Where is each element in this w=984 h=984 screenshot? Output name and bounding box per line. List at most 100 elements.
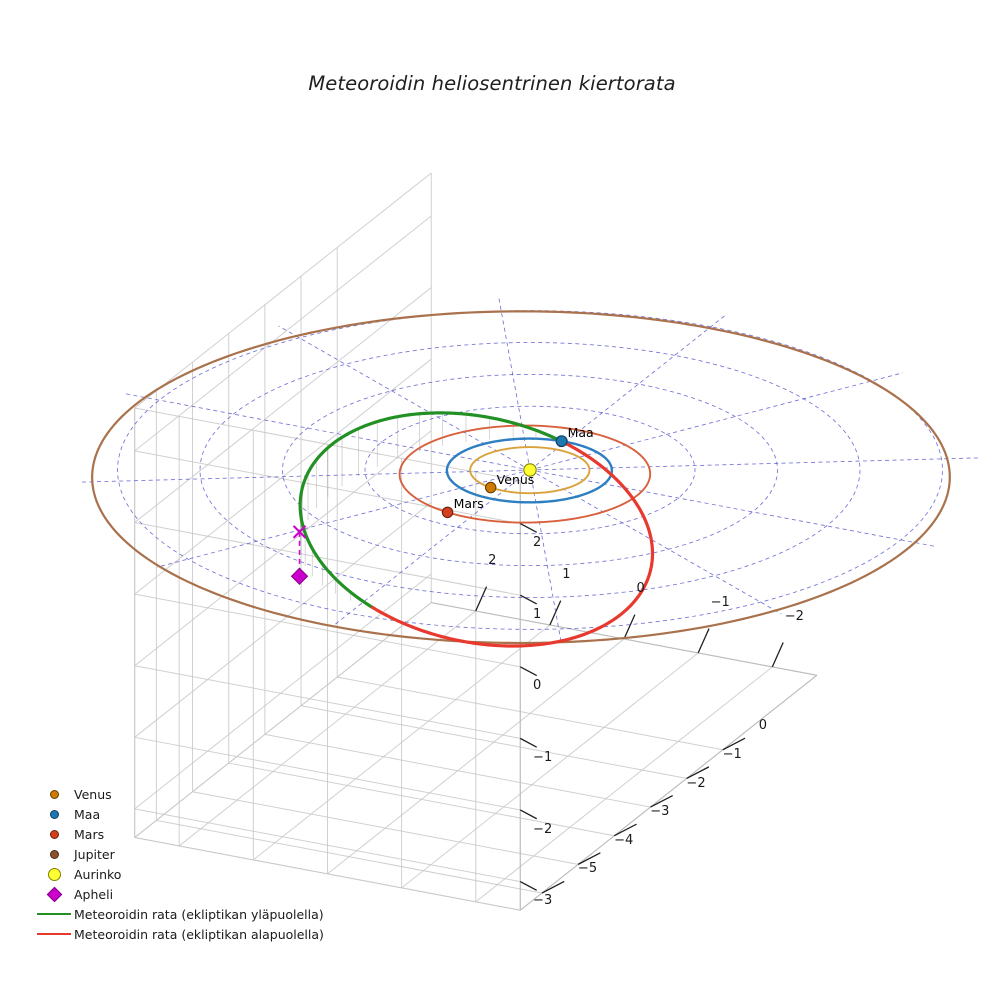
axis-tick <box>519 881 538 891</box>
grid-line <box>519 674 818 911</box>
planet-marker-mars <box>441 506 454 519</box>
legend-item[interactable]: Jupiter <box>34 844 324 864</box>
axis-tick <box>771 642 784 668</box>
chart-title: Meteoroidin heliosentrinen kiertorata <box>308 72 676 95</box>
grid-line <box>475 666 773 903</box>
grid-line <box>134 665 521 739</box>
aphelion-x-icon <box>292 525 307 539</box>
grid-line <box>134 593 521 668</box>
legend-item-label: Maa <box>74 806 101 822</box>
ytick-label: −1 <box>710 594 730 610</box>
polar-spoke <box>157 469 531 568</box>
legend-item-label: Venus <box>74 786 112 802</box>
legend-item-label: Mars <box>74 826 105 842</box>
polar-spoke <box>529 313 728 471</box>
legend-item[interactable]: Meteoroidin rata (ekliptikan yläpuolella… <box>34 904 324 924</box>
ztick-label: −3 <box>533 893 553 909</box>
ytick-label: 2 <box>488 553 497 568</box>
axis-tick <box>549 600 562 626</box>
grid-line <box>134 808 521 883</box>
polar-spoke <box>498 296 531 471</box>
axis-tick <box>519 594 538 605</box>
sun-marker <box>523 463 537 477</box>
axis-tick <box>697 628 710 654</box>
legend-item[interactable]: Venus <box>34 784 324 804</box>
polar-spoke <box>529 469 782 615</box>
axis-tick <box>686 766 710 779</box>
drop-lines <box>299 412 558 607</box>
planet-marker-maa <box>555 435 568 448</box>
orbit-jupiter <box>91 310 951 645</box>
axis-tick <box>519 737 538 748</box>
legend-line-icon <box>37 913 71 915</box>
legend: Venus Maa Mars Jupiter Aurinko Apheli Meteoroi… <box>34 784 324 944</box>
grid-line <box>134 736 521 811</box>
axis-tick <box>519 809 538 820</box>
grid-line <box>401 652 699 889</box>
legend-item-label: Meteoroidin rata (ekliptikan yläpuolella… <box>74 906 324 922</box>
polar-spoke <box>332 469 531 627</box>
orbit-mars <box>398 424 652 524</box>
ztick-label: 2 <box>533 535 542 551</box>
orbit-venus <box>469 446 591 495</box>
grid-line <box>134 450 521 525</box>
axis-tick <box>519 523 538 533</box>
axis-tick <box>577 852 601 865</box>
planet-marker-venus <box>484 481 497 494</box>
grid-line <box>134 522 521 596</box>
body-label-venus: Venus <box>496 471 535 487</box>
body-label-maa: Maa <box>567 425 594 441</box>
xtick-label: −4 <box>614 832 634 848</box>
ytick-label: −2 <box>784 608 804 624</box>
polar-spoke <box>529 372 903 471</box>
legend-item[interactable]: Mars <box>34 824 324 844</box>
legend-line-icon <box>37 933 71 935</box>
legend-circle-icon <box>49 849 59 859</box>
legend-circle-icon <box>49 829 59 839</box>
axis-tick <box>650 794 674 808</box>
grid-line <box>134 602 432 838</box>
legend-item-label: Meteoroidin rata (ekliptikan alapuolella… <box>74 926 324 942</box>
grid-line <box>327 638 625 875</box>
axis-tick <box>623 614 636 640</box>
grid-line <box>134 172 432 409</box>
axis-tick <box>722 737 746 751</box>
ztick-label: −2 <box>533 821 553 837</box>
grid-line <box>253 624 551 861</box>
xtick-label: 0 <box>758 718 768 734</box>
axis-tick <box>613 823 637 837</box>
grid-line <box>134 501 432 738</box>
apheli-marker <box>290 567 309 585</box>
legend-item-label: Jupiter <box>74 846 115 862</box>
legend-diamond-icon <box>46 886 62 902</box>
legend-item[interactable]: Aurinko <box>34 864 324 884</box>
xtick-label: −5 <box>577 861 598 877</box>
axis-tick <box>475 586 488 612</box>
axis-tick <box>541 880 565 894</box>
body-label-mars: Mars <box>453 496 484 512</box>
legend-item-label: Aurinko <box>74 866 122 882</box>
axis-tick <box>519 666 538 677</box>
orbit-maa <box>445 437 614 504</box>
legend-item[interactable]: Apheli <box>34 884 324 904</box>
ztick-label: −1 <box>533 750 553 766</box>
ytick-label: 1 <box>562 566 571 582</box>
grid-line <box>134 215 432 452</box>
ztick-label: 0 <box>533 678 542 694</box>
meteoroid-track-below <box>371 440 655 648</box>
ztick-label: 1 <box>533 606 542 622</box>
legend-item[interactable]: Meteoroidin rata (ekliptikan alapuolella… <box>34 924 324 944</box>
legend-circle-icon <box>47 867 61 881</box>
grid-line <box>134 287 432 523</box>
xtick-label: −1 <box>722 746 742 762</box>
legend-item[interactable]: Maa <box>34 804 324 824</box>
legend-item-label: Apheli <box>74 886 114 902</box>
polar-spoke <box>529 469 935 547</box>
grid-line <box>178 610 477 847</box>
meteoroid-track-above <box>298 411 560 610</box>
xtick-label: −3 <box>650 804 670 820</box>
grid-line <box>134 430 432 667</box>
polar-spoke <box>125 393 531 471</box>
